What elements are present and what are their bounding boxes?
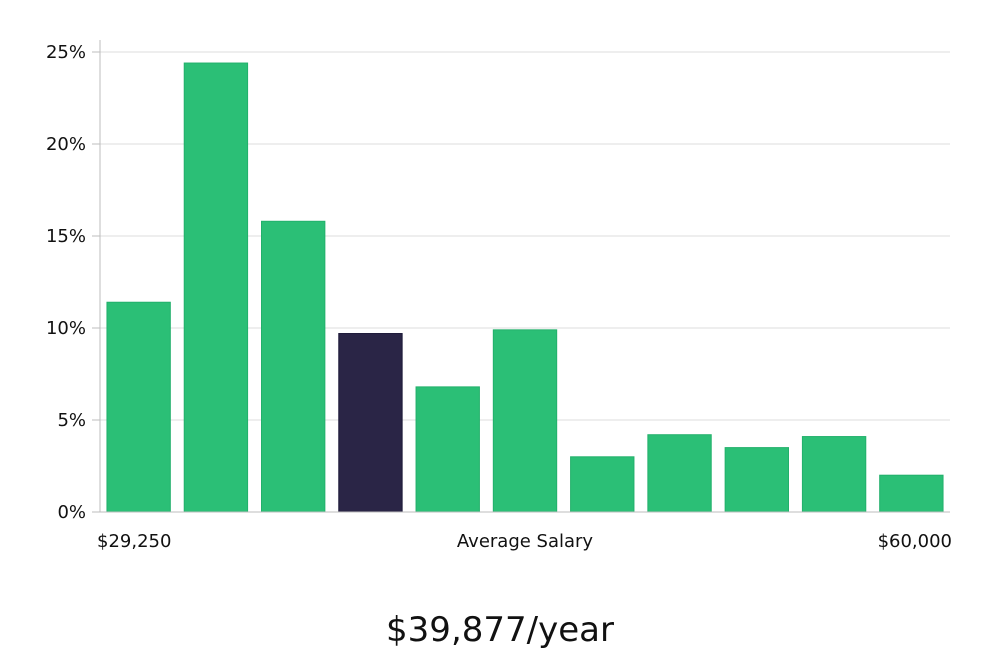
x-axis-title: Average Salary <box>457 531 594 552</box>
bar <box>879 474 944 513</box>
y-tick-label: 25% <box>46 42 86 63</box>
bar <box>570 456 635 513</box>
bar-highlighted <box>338 333 403 513</box>
salary-histogram: 0%5%10%15%20%25% $29,250 Average Salary … <box>46 40 952 552</box>
y-tick-labels: 0% 5% 10% 15% 20% 25% <box>46 42 86 523</box>
bars <box>106 62 944 513</box>
bar <box>492 329 558 513</box>
x-axis-end-label: $60,000 <box>878 531 952 552</box>
bar <box>261 220 326 513</box>
y-tick-label: 0% <box>57 502 86 523</box>
average-salary-value: $39,877/year <box>386 610 614 650</box>
bar <box>647 434 712 513</box>
bar <box>183 62 249 513</box>
y-tick-label: 10% <box>46 318 86 339</box>
y-tick-label: 15% <box>46 226 86 247</box>
y-tick-label: 20% <box>46 134 86 155</box>
bar <box>801 436 867 513</box>
y-tick-label: 5% <box>57 410 86 431</box>
bar <box>415 386 480 513</box>
bar <box>724 447 789 513</box>
x-axis-start-label: $29,250 <box>97 531 171 552</box>
bar <box>106 301 171 513</box>
